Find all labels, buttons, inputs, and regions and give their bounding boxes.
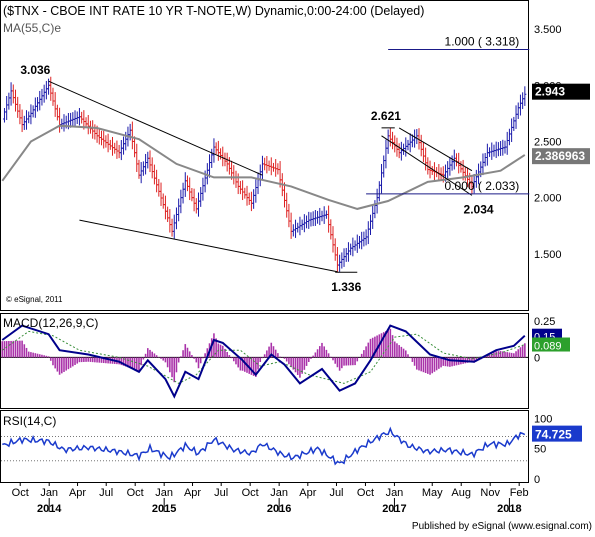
macd-histogram [1,328,526,383]
moving-average-line [1,124,526,210]
y-tick-label: 100 [534,413,552,425]
y-tick-label: 2.500 [534,136,562,148]
rsi-line [2,426,526,466]
y-tick-label: 0 [534,352,540,364]
x-tick-label: Oct [242,487,259,499]
y-tick-label: 3.500 [534,24,562,36]
year-label: 2015 [152,503,176,515]
x-tick-label: Aug [451,487,471,499]
x-tick-label: Apr [184,487,201,499]
y-tick-label: 0 [534,474,540,486]
macd-line [1,324,526,399]
x-tick-label: Oct [127,487,144,499]
panel-frames [0,0,529,483]
x-tick-label: Apr [299,487,316,499]
trendline [381,135,473,196]
chart-title: ($TNX - CBOE INT RATE 10 YR T-NOTE,W) Dy… [3,4,424,18]
signal-value-box [532,337,570,352]
y-tick-label: 0.25 [534,316,555,328]
x-tick-label: Apr [69,487,86,499]
x-tick-label: Jan [155,487,173,499]
x-tick-label: Jan [40,487,58,499]
x-tick-label: Jul [214,487,228,499]
ma-value-badge-box [532,148,590,165]
x-tick-label: Jul [329,487,343,499]
ma-label: MA(55,C)e [3,21,61,35]
copyright-label: © eSignal, 2011 [6,295,63,304]
year-label: 2016 [267,503,291,515]
trendline [79,219,338,273]
x-tick-label: Oct [357,487,374,499]
price-annotation: 1.336 [331,280,361,294]
x-tick-label: Jan [270,487,288,499]
year-label: 2014 [37,503,62,515]
x-tick-label: Nov [480,487,500,499]
rsi-panel-frame [0,410,529,483]
year-label: 2017 [382,503,406,515]
fibonacci-level-label: 1.000 ( 3.318) [445,35,520,49]
macd-signal-line [2,330,525,384]
price-annotation: 2.621 [371,109,401,123]
last-price-badge: 2.943 [535,85,565,99]
macd-title: MACD(12,26,9,C) [3,316,98,330]
trendline [48,80,263,176]
overlay-layer: 1.000 ( 3.318) 0.000 ( 2.033) 3.036 2.621 2.… [20,35,530,294]
trendline [398,127,473,172]
price-panel-frame [0,0,529,311]
price-annotation: 3.036 [20,63,50,77]
rsi-value-box [532,425,582,442]
x-tick-label: Jul [99,487,113,499]
year-label: 2018 [497,503,521,515]
price-annotation: 2.034 [464,202,494,216]
footer-credit: Published by eSignal (www.esignal.com) [412,521,592,532]
rsi-title: RSI(14,C) [3,414,56,428]
axis-layer: 3.5003.0002.5002.0001.5000.250100500OctJ… [12,24,590,515]
price-bars [2,76,527,273]
y-tick-label: 2.000 [534,193,562,205]
series-layer [1,76,527,466]
x-tick-label: Feb [510,487,529,499]
ma-value-badge: 2.386963 [535,149,585,163]
x-tick-label: Oct [12,487,29,499]
signal-value-badge: 0.089 [534,341,562,353]
x-tick-label: Jan [386,487,404,499]
y-tick-label: 50 [534,444,546,456]
rsi-value-badge: 74.725 [535,428,572,442]
macd-panel-frame [0,313,529,409]
last-price-badge-box [532,83,590,100]
fibonacci-level-label: 0.000 ( 2.033) [445,179,520,193]
y-tick-label: 1.500 [534,249,562,261]
x-tick-label: May [422,487,443,499]
